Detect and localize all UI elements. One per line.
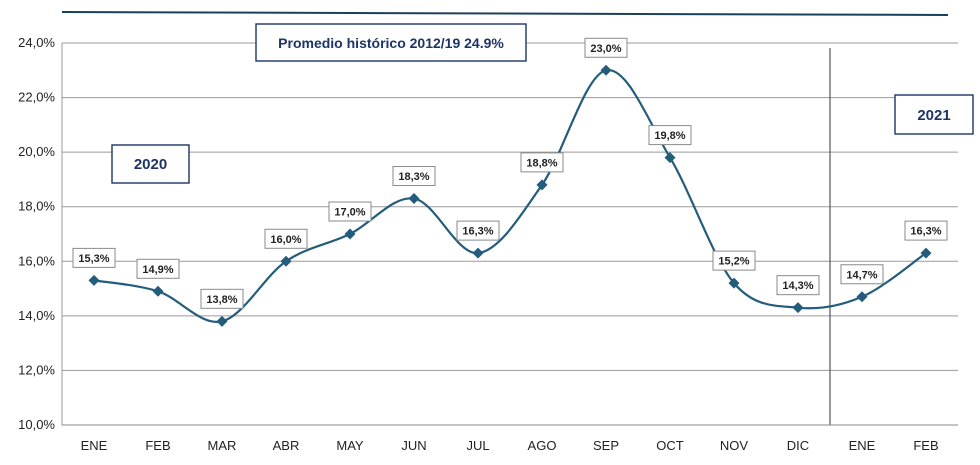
data-label-box [776,275,820,296]
data-marker [344,228,356,240]
x-tick-label: FEB [145,438,170,453]
x-tick-label: FEB [913,438,938,453]
data-marker [856,291,868,303]
x-tick-label: ENE [81,438,108,453]
data-label-text: 18,8% [526,157,557,169]
data-label: 16,3% [904,220,948,241]
data-marker [664,152,676,164]
x-tick-label: ENE [849,438,876,453]
data-label-text: 19,8% [654,130,685,142]
data-marker [216,315,228,327]
year-2020-box: 2020 [111,144,190,184]
data-marker [600,64,612,76]
x-tick-label: NOV [720,438,749,453]
data-marker [920,247,932,259]
data-label-box [392,166,436,187]
y-tick-label: 20,0% [18,144,55,159]
data-label-box [712,250,756,271]
year-2020-label: 2020 [134,156,167,173]
x-tick-label: OCT [656,438,684,453]
average-annotation-box: Promedio histórico 2012/19 24.9% [255,23,527,62]
data-label: 17,0% [328,201,372,222]
data-marker [472,247,484,259]
top-rule [61,11,949,16]
y-tick-label: 18,0% [18,199,55,214]
y-tick-label: 10,0% [18,417,55,432]
x-tick-label: DIC [787,438,809,453]
data-marker [88,274,100,286]
data-label: 15,3% [72,247,116,268]
y-tick-label: 12,0% [18,362,55,377]
data-label: 14,7% [840,264,884,285]
data-label-text: 14,9% [142,264,173,276]
data-label-text: 15,3% [78,253,109,265]
gridlines [61,42,958,426]
data-label-text: 16,3% [462,226,493,238]
data-label-text: 23,0% [590,43,621,55]
data-label-text: 18,3% [398,171,429,183]
data-label: 15,2% [712,250,756,271]
data-marker [408,193,420,205]
data-label-box [72,247,116,268]
x-tick-label: SEP [593,438,619,453]
data-label: 13,8% [200,288,244,309]
data-label-box [840,264,884,285]
data-label-text: 13,8% [206,294,237,306]
data-label: 18,8% [520,152,564,173]
data-label-box [648,125,692,146]
data-label-text: 14,7% [846,269,877,281]
data-label-text: 16,3% [910,226,941,238]
data-marker [152,285,164,297]
data-label-box [904,220,948,241]
data-label-box [328,201,372,222]
y-tick-label: 22,0% [18,90,55,105]
x-axis-labels: ENE FEB MAR ABR MAY JUN JUL AGO SEP OCT NOV DIC ENE F… [81,438,939,453]
data-marker [728,277,740,289]
data-label-box [264,228,308,249]
data-label: 18,3% [392,166,436,187]
data-label: 14,9% [136,258,180,279]
data-label-text: 15,2% [718,256,749,268]
x-tick-label: MAY [336,438,364,453]
data-label-box [200,288,244,309]
data-label-box [456,220,500,241]
x-tick-label: JUL [466,438,489,453]
data-marker [792,302,804,314]
data-markers [88,64,932,327]
data-label: 16,3% [456,220,500,241]
x-tick-label: ABR [273,438,300,453]
data-label: 19,8% [648,125,692,146]
data-labels: 15,3% 14,9% 13,8% 16,0% 17,0% 18,3% 16,3% 18,8%… [72,37,948,309]
y-tick-label: 14,0% [18,308,55,323]
data-label-box [520,152,564,173]
data-label-text: 14,3% [782,280,813,292]
x-tick-label: AGO [528,438,557,453]
data-marker [536,179,548,191]
data-label: 16,0% [264,228,308,249]
y-tick-label: 16,0% [18,253,55,268]
y-axis-labels: 10,0% 12,0% 14,0% 16,0% 18,0% 20,0% 22,0% 24,0% [18,35,55,432]
year-2021-label: 2021 [917,107,950,124]
data-label: 14,3% [776,275,820,296]
data-marker [280,255,292,267]
data-label: 23,0% [584,37,628,58]
average-annotation-text: Promedio histórico 2012/19 24.9% [278,35,504,51]
data-label-box [136,258,180,279]
year-2021-box: 2021 [894,94,974,135]
x-tick-label: MAR [208,438,237,453]
data-label-box [584,37,628,58]
data-label-text: 16,0% [270,234,301,246]
x-tick-label: JUN [401,438,426,453]
data-label-text: 17,0% [334,207,365,219]
y-tick-label: 24,0% [18,35,55,50]
